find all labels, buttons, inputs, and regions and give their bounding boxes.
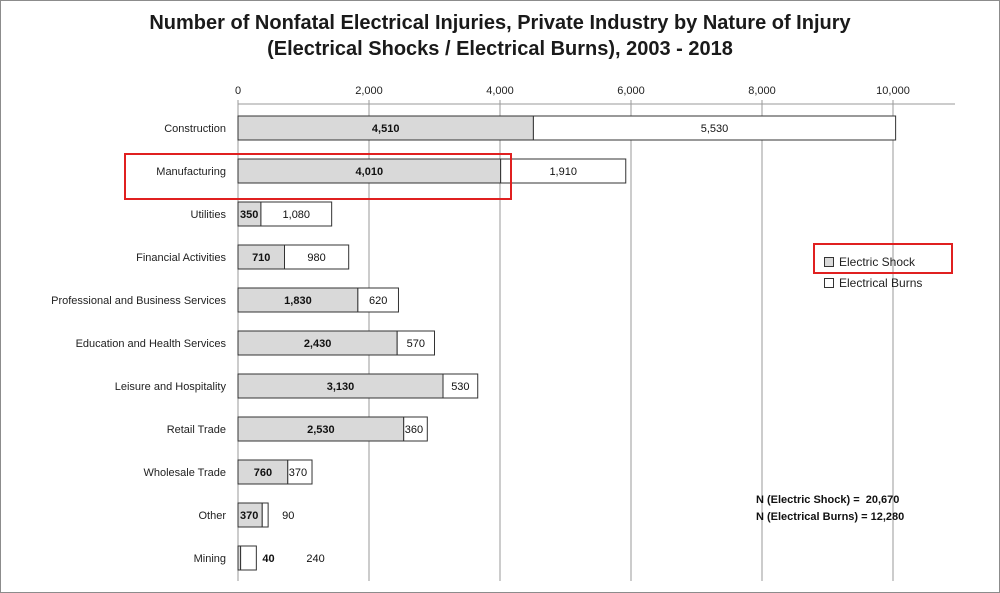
bar-electrical-burns [287,459,313,485]
value-label-electrical-burns: 1,080 [283,209,311,221]
value-label-electrical-burns: 370 [289,467,307,479]
category-label: Construction [164,123,226,135]
legend-swatch-electric-shock [824,256,834,267]
value-label-electric-shock: 1,830 [284,295,312,307]
x-tick-label: 0 [235,85,241,97]
category-label: Utilities [191,209,227,221]
value-label-electrical-burns: 360 [405,424,423,436]
value-label-electrical-burns: 240 [306,553,324,565]
category-label: Mining [194,553,226,565]
value-label-electrical-burns: 620 [369,295,387,307]
bar-electrical-burns [442,373,479,399]
bar-electrical-burns [261,502,269,528]
highlight-box-electric-shock-legend [813,243,953,274]
totals-note: N (Electric Shock) = 20,670 N (Electrica… [756,494,904,528]
category-label: Education and Health Services [76,338,227,350]
category-label: Financial Activities [136,252,226,264]
highlight-box-manufacturing [124,153,512,200]
bar-electric-shock [237,115,534,141]
total-electric-shock: N (Electric Shock) = 20,670 [756,494,900,506]
bar-electric-shock [237,244,286,270]
value-label-electrical-burns: 570 [407,338,425,350]
bar-electrical-burns [260,201,333,227]
value-label-electric-shock: 370 [240,510,258,522]
category-label: Professional and Business Services [51,295,226,307]
x-tick-label: 4,000 [486,85,514,97]
chart-title-line-1: Number of Nonfatal Electrical Injuries, … [149,12,851,34]
x-tick-label: 2,000 [355,85,383,97]
bar-electric-shock [237,502,263,528]
chart-title-line-2: (Electrical Shocks / Electrical Burns), … [267,38,733,60]
bar-electrical-burns [357,287,399,313]
bar-electrical-burns [532,115,897,141]
bar-electrical-burns [284,244,350,270]
x-tick-label: 6,000 [617,85,645,97]
bar-electrical-burns [500,158,627,184]
value-label-electrical-burns: 980 [307,252,325,264]
bar-electric-shock [237,373,444,399]
legend-swatch-electrical-burns [824,277,834,288]
bar-electric-shock [237,158,502,184]
legend-label-electric-shock: Electric Shock [839,254,916,269]
value-label-electrical-burns: 90 [282,510,294,522]
value-label-electric-shock: 40 [262,553,274,565]
chart-title: Number of Nonfatal Electrical Injuries, … [0,10,1000,62]
value-label-electric-shock: 710 [252,252,270,264]
bar-electric-shock [237,287,359,313]
category-label: Wholesale Trade [143,467,226,479]
category-label: Manufacturing [156,166,226,178]
value-label-electric-shock: 350 [240,209,258,221]
legend-item-electric-shock: Electric Shock [824,251,922,272]
legend-item-electrical-burns: Electrical Burns [824,272,922,293]
bar-electrical-burns [240,545,257,571]
bar-electric-shock [237,416,405,442]
value-label-electric-shock: 760 [254,467,272,479]
value-label-electrical-burns: 530 [451,381,469,393]
value-label-electrical-burns: 1,910 [549,166,577,178]
category-label: Retail Trade [167,424,226,436]
category-label: Other [198,510,226,522]
value-label-electric-shock: 3,130 [327,381,355,393]
category-label: Leisure and Hospitality [115,381,227,393]
bar-electrical-burns [396,330,436,356]
x-tick-label: 8,000 [748,85,776,97]
bar-electric-shock [237,330,398,356]
value-label-electric-shock: 2,430 [304,338,332,350]
value-label-electric-shock: 4,010 [356,166,384,178]
x-tick-label: 10,000 [876,85,910,97]
value-label-electric-shock: 2,530 [307,424,335,436]
value-label-electric-shock: 4,510 [372,123,400,135]
total-electrical-burns: N (Electrical Burns) = 12,280 [756,511,905,523]
legend: Electric Shock Electrical Burns [824,251,922,293]
bar-electric-shock [237,459,289,485]
legend-label-electrical-burns: Electrical Burns [839,275,923,290]
value-label-electrical-burns: 5,530 [701,123,729,135]
bar-electrical-burns [403,416,428,442]
